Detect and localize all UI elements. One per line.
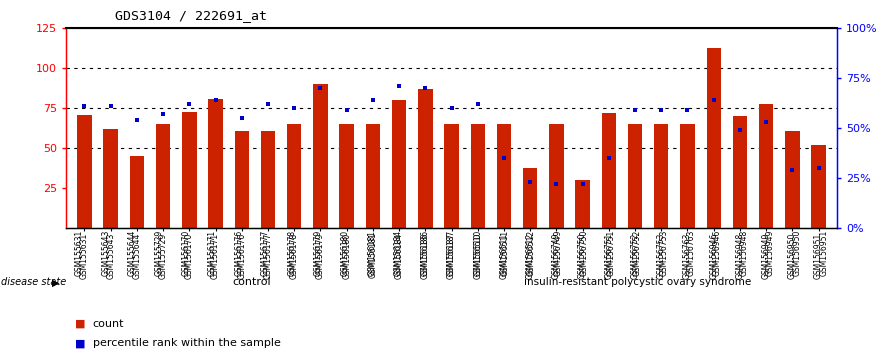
Bar xyxy=(654,124,669,228)
Bar xyxy=(287,124,301,228)
Text: GSM156751: GSM156751 xyxy=(606,230,616,276)
Bar xyxy=(707,47,721,228)
Bar xyxy=(785,131,800,228)
Text: GSM156176: GSM156176 xyxy=(234,230,243,276)
Bar xyxy=(418,89,433,228)
Bar xyxy=(366,124,380,228)
Text: GSM156951: GSM156951 xyxy=(819,230,828,276)
Bar xyxy=(628,124,642,228)
Bar xyxy=(759,103,774,228)
Text: GSM156179: GSM156179 xyxy=(315,230,323,276)
Bar xyxy=(733,116,747,228)
Text: GSM156749: GSM156749 xyxy=(553,230,562,276)
Bar xyxy=(523,167,537,228)
Bar xyxy=(234,131,249,228)
Text: GSM156171: GSM156171 xyxy=(208,230,217,276)
Text: GSM155644: GSM155644 xyxy=(128,230,137,276)
Text: GSM156181: GSM156181 xyxy=(367,230,376,276)
Bar xyxy=(103,129,118,228)
Text: ■: ■ xyxy=(75,338,85,348)
Text: GSM156170: GSM156170 xyxy=(181,230,190,276)
Text: GDS3104 / 222691_at: GDS3104 / 222691_at xyxy=(115,9,267,22)
Text: GSM156753: GSM156753 xyxy=(660,230,669,276)
Bar xyxy=(208,99,223,228)
Text: GSM156512: GSM156512 xyxy=(527,230,536,276)
Text: percentile rank within the sample: percentile rank within the sample xyxy=(93,338,280,348)
Text: GSM156511: GSM156511 xyxy=(500,230,509,276)
Bar xyxy=(182,112,196,228)
Bar xyxy=(549,124,564,228)
Text: GSM156948: GSM156948 xyxy=(739,230,749,276)
Bar xyxy=(78,115,92,228)
Text: GSM156510: GSM156510 xyxy=(474,230,483,276)
Bar xyxy=(497,124,511,228)
Text: GSM156752: GSM156752 xyxy=(633,230,642,276)
Text: GSM156187: GSM156187 xyxy=(447,230,456,276)
Bar xyxy=(602,113,616,228)
Text: GSM156180: GSM156180 xyxy=(341,230,350,276)
Bar xyxy=(575,180,589,228)
Text: GSM155631: GSM155631 xyxy=(75,230,84,276)
Text: GSM155643: GSM155643 xyxy=(101,230,110,276)
Text: control: control xyxy=(233,277,271,287)
Text: GSM156949: GSM156949 xyxy=(766,230,775,276)
Text: ■: ■ xyxy=(75,319,85,329)
Bar xyxy=(339,124,354,228)
Text: GSM156186: GSM156186 xyxy=(420,230,429,276)
Text: disease state: disease state xyxy=(1,277,66,287)
Text: GSM156184: GSM156184 xyxy=(394,230,403,276)
Bar xyxy=(811,145,825,228)
Text: GSM155729: GSM155729 xyxy=(154,230,164,276)
Bar xyxy=(680,124,695,228)
Text: GSM156950: GSM156950 xyxy=(793,230,802,276)
Bar xyxy=(130,156,144,228)
Bar xyxy=(392,100,406,228)
Text: GSM156177: GSM156177 xyxy=(261,230,270,276)
Text: GSM156946: GSM156946 xyxy=(713,230,722,276)
Text: insulin-resistant polycystic ovary syndrome: insulin-resistant polycystic ovary syndr… xyxy=(524,277,751,287)
Bar xyxy=(156,124,170,228)
Text: GSM156763: GSM156763 xyxy=(686,230,695,276)
Text: GSM156178: GSM156178 xyxy=(287,230,297,276)
Text: count: count xyxy=(93,319,124,329)
Text: GSM156750: GSM156750 xyxy=(580,230,589,276)
Bar xyxy=(470,124,485,228)
Text: ▶: ▶ xyxy=(52,277,60,287)
Bar xyxy=(444,124,459,228)
Bar xyxy=(314,84,328,228)
Bar xyxy=(261,131,275,228)
